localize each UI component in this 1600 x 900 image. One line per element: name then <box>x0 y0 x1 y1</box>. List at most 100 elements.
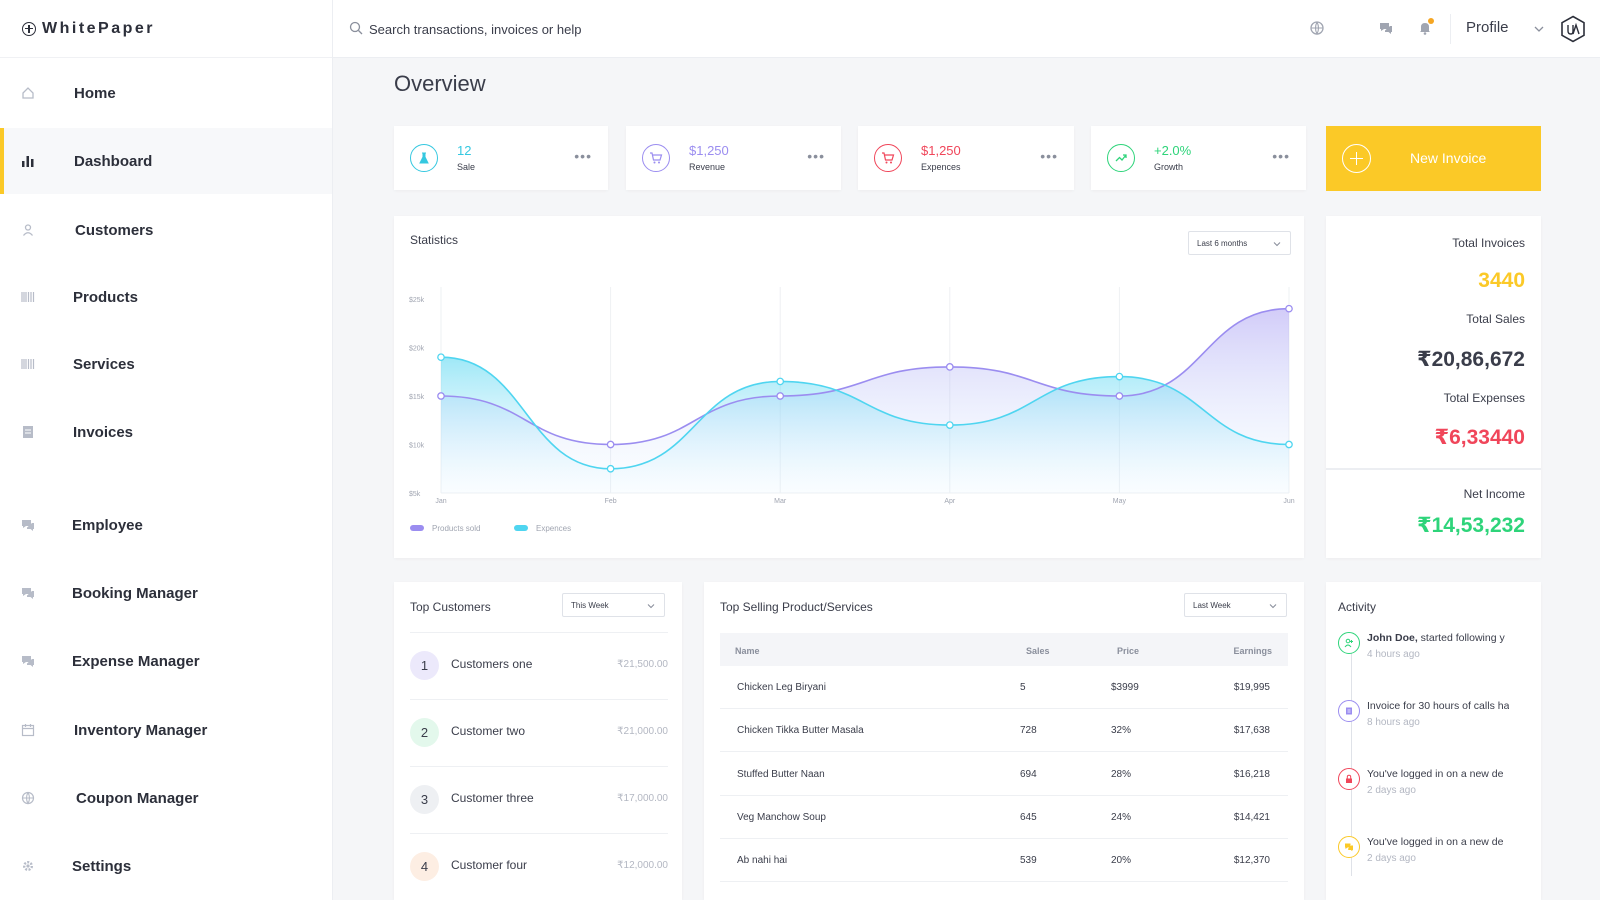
avatar[interactable] <box>1559 15 1587 43</box>
more-icon[interactable]: ••• <box>1272 148 1290 164</box>
data-point[interactable] <box>437 392 445 400</box>
data-point[interactable] <box>1115 372 1124 381</box>
sidebar-item-label: Invoices <box>73 423 134 441</box>
sidebar-item-label: Dashboard <box>74 152 153 170</box>
kpi-card-revenue[interactable]: $1,250 Revenue ••• <box>626 126 841 190</box>
table-row[interactable]: Chicken Leg Biryani 5 $3999 $19,995 <box>720 666 1288 709</box>
list-item[interactable]: 2 Customer two ₹21,000.00 <box>410 700 668 767</box>
y-tick-label: $10k <box>409 443 425 450</box>
cell-price: 24% <box>1111 812 1132 823</box>
cell-name: Chicken Tikka Butter Masala <box>737 725 864 736</box>
activity-actor: John Doe, <box>1367 632 1418 644</box>
statistics-range-select[interactable]: Last 6 months <box>1188 231 1291 255</box>
new-invoice-button[interactable]: New Invoice <box>1326 126 1541 191</box>
data-point[interactable] <box>776 377 785 386</box>
top-customers-range-select[interactable]: This Week <box>562 593 665 617</box>
cell-price: 32% <box>1111 725 1132 736</box>
customer-name: Customers one <box>451 657 533 671</box>
y-tick-label: $20k <box>409 346 425 353</box>
table-row[interactable]: Veg Manchow Soup 645 24% $14,421 <box>720 796 1288 839</box>
sidebar-item-home[interactable]: Home <box>0 60 332 126</box>
data-point[interactable] <box>1285 304 1293 313</box>
cart-icon <box>874 144 902 172</box>
activity-item[interactable]: You've logged in on a new de 2 days ago <box>1338 836 1518 881</box>
activity-item[interactable]: Invoice for 30 hours of calls ha 8 hours… <box>1338 700 1518 745</box>
data-point[interactable] <box>945 363 954 371</box>
sidebar-item-dashboard[interactable]: Dashboard <box>0 128 332 194</box>
data-point[interactable] <box>606 440 615 449</box>
activity-item[interactable]: You've logged in on a new de 2 days ago <box>1338 768 1518 813</box>
data-point[interactable] <box>606 464 615 473</box>
sidebar-item-coupon-manager[interactable]: Coupon Manager <box>0 765 332 831</box>
sidebar-item-inventory-manager[interactable]: Inventory Manager <box>0 697 332 763</box>
list-item[interactable]: 4 Customer four ₹12,000.00 <box>410 834 668 900</box>
bell-icon[interactable] <box>1417 20 1433 36</box>
sidebar-item-services[interactable]: Services <box>0 331 332 397</box>
app-logo[interactable]: WhitePaper <box>0 0 332 58</box>
sidebar-item-settings[interactable]: Settings <box>0 833 332 899</box>
sidebar-item-label: Customers <box>75 221 154 239</box>
more-icon[interactable]: ••• <box>1040 148 1058 164</box>
sidebar-item-label: Booking Manager <box>72 584 198 602</box>
activity-text: John Doe, started following y <box>1367 632 1509 644</box>
activity-message: You've logged in on a new de <box>1367 836 1504 848</box>
table-row[interactable]: Chicken Tikka Butter Masala 728 32% $17,… <box>720 709 1288 752</box>
series-line <box>440 307 1290 446</box>
kpi-label: Revenue <box>689 162 726 172</box>
sidebar-item-label: Expense Manager <box>72 652 200 670</box>
activity-time: 2 days ago <box>1367 853 1416 864</box>
profile-menu[interactable]: Profile <box>1466 19 1509 36</box>
sidebar-item-employee[interactable]: Employee <box>0 492 332 558</box>
sidebar-item-invoices[interactable]: Invoices <box>0 399 332 465</box>
flask-icon <box>410 144 438 172</box>
user-icon <box>20 222 36 238</box>
rank-badge: 4 <box>410 852 439 881</box>
activity-item[interactable]: John Doe, started following y 4 hours ag… <box>1338 632 1518 677</box>
data-point[interactable] <box>776 392 785 400</box>
summary-card: Total Invoices 3440 Total Sales ₹20,86,6… <box>1326 216 1541 558</box>
sidebar-item-expense-manager[interactable]: Expense Manager <box>0 628 332 694</box>
kpi-card-growth[interactable]: +2.0% Growth ••• <box>1091 126 1306 190</box>
globe-icon[interactable] <box>1309 20 1325 36</box>
data-point[interactable] <box>945 421 954 429</box>
chevron-down-icon[interactable] <box>1533 22 1549 38</box>
top-selling-range-select[interactable]: Last Week <box>1184 593 1287 617</box>
list-item[interactable]: 1 Customers one ₹21,500.00 <box>410 633 668 700</box>
activity-text: You've logged in on a new de <box>1367 836 1509 848</box>
bar-chart-icon <box>20 153 36 169</box>
select-value: This Week <box>571 600 609 610</box>
search-input[interactable] <box>369 17 769 41</box>
kpi-value: +2.0% <box>1154 143 1192 158</box>
sidebar-item-booking-manager[interactable]: Booking Manager <box>0 560 332 626</box>
more-icon[interactable]: ••• <box>807 148 825 164</box>
total-invoices-label: Total Invoices <box>1452 236 1525 250</box>
kpi-card-expenses[interactable]: $1,250 Expences ••• <box>858 126 1074 190</box>
x-tick-label: Jan <box>435 498 446 505</box>
data-point[interactable] <box>1115 392 1124 400</box>
chevron-down-icon <box>1268 601 1278 611</box>
list-item[interactable]: 3 Customer three ₹17,000.00 <box>410 767 668 834</box>
top-customers-title: Top Customers <box>410 600 491 614</box>
cell-sales: 5 <box>1020 682 1026 693</box>
kpi-card-sale[interactable]: 12 Sale ••• <box>394 126 608 190</box>
data-point[interactable] <box>1285 440 1293 449</box>
table-row[interactable]: Ab nahi hai 539 20% $12,370 <box>720 839 1288 882</box>
table-row[interactable]: Stuffed Butter Naan 694 28% $16,218 <box>720 753 1288 796</box>
kpi-value: $1,250 <box>689 143 729 158</box>
series-area <box>441 357 1289 493</box>
activity-message: You've logged in on a new de <box>1367 768 1504 780</box>
sidebar-item-customers[interactable]: Customers <box>0 197 332 263</box>
search-icon <box>349 21 363 35</box>
kpi-value: $1,250 <box>921 143 961 158</box>
sidebar-item-products[interactable]: Products <box>0 264 332 330</box>
chat-icon[interactable] <box>1378 20 1394 36</box>
activity-text: You've logged in on a new de <box>1367 768 1509 780</box>
x-tick-label: Apr <box>944 498 956 505</box>
cell-name: Ab nahi hai <box>737 855 788 866</box>
customer-name: Customer three <box>451 791 534 805</box>
more-icon[interactable]: ••• <box>574 148 592 164</box>
y-tick-label: $5k <box>409 491 421 498</box>
net-income-label: Net Income <box>1463 487 1525 501</box>
page-title: Overview <box>394 71 486 96</box>
data-point[interactable] <box>437 353 445 362</box>
